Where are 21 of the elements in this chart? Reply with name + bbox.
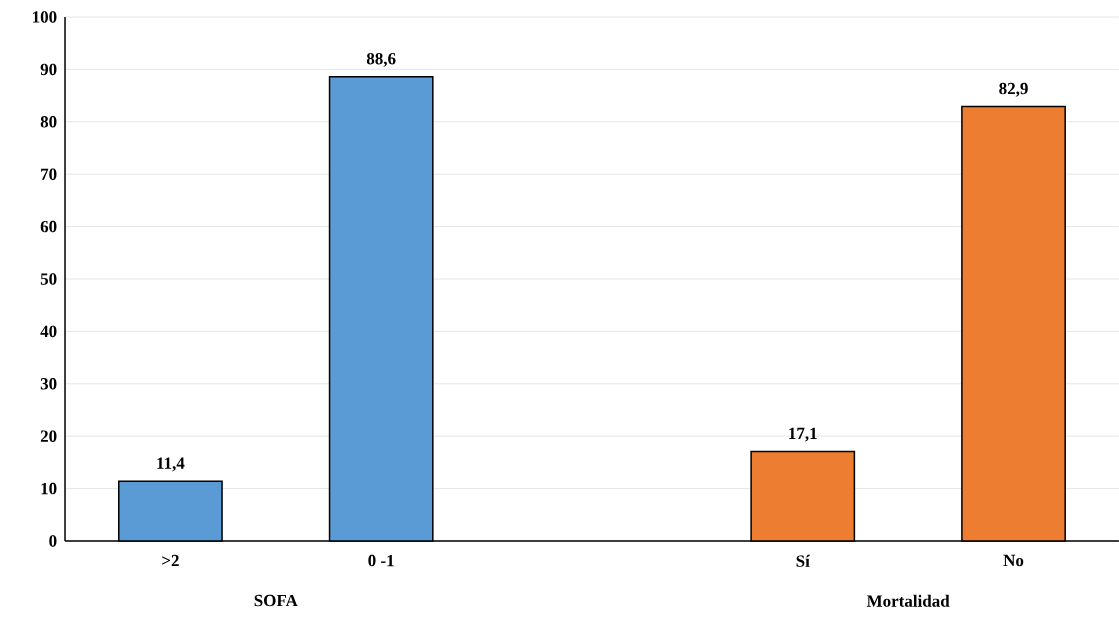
- x-tick-label: >2: [162, 554, 179, 567]
- y-tick-label: 70: [41, 168, 57, 180]
- data-label: 88,6: [366, 52, 396, 67]
- y-tick-label: 10: [41, 482, 57, 495]
- text: SOFA: [254, 594, 298, 607]
- data-label: 82,9: [999, 82, 1028, 97]
- y-tick-label: 40: [40, 325, 57, 338]
- y-tick-label: 50: [40, 273, 57, 285]
- x-tick-label: No: [1003, 554, 1024, 567]
- y-tick-label: 80: [40, 116, 57, 128]
- y-tick-label: 100: [33, 11, 57, 23]
- y-tick-label: 90: [40, 63, 57, 76]
- data-label: 11,4: [157, 457, 185, 472]
- y-tick-label: 20: [40, 430, 57, 442]
- data-label: 17,1: [789, 427, 817, 442]
- x-tick-label: Sí: [796, 554, 811, 567]
- y-tick-label: 30: [40, 378, 57, 390]
- x-tick-label: 0 -1: [368, 554, 394, 567]
- y-tick-label: 0: [49, 535, 57, 547]
- y-tick-label: 60: [40, 220, 57, 233]
- text: Mortalidad: [866, 594, 950, 607]
